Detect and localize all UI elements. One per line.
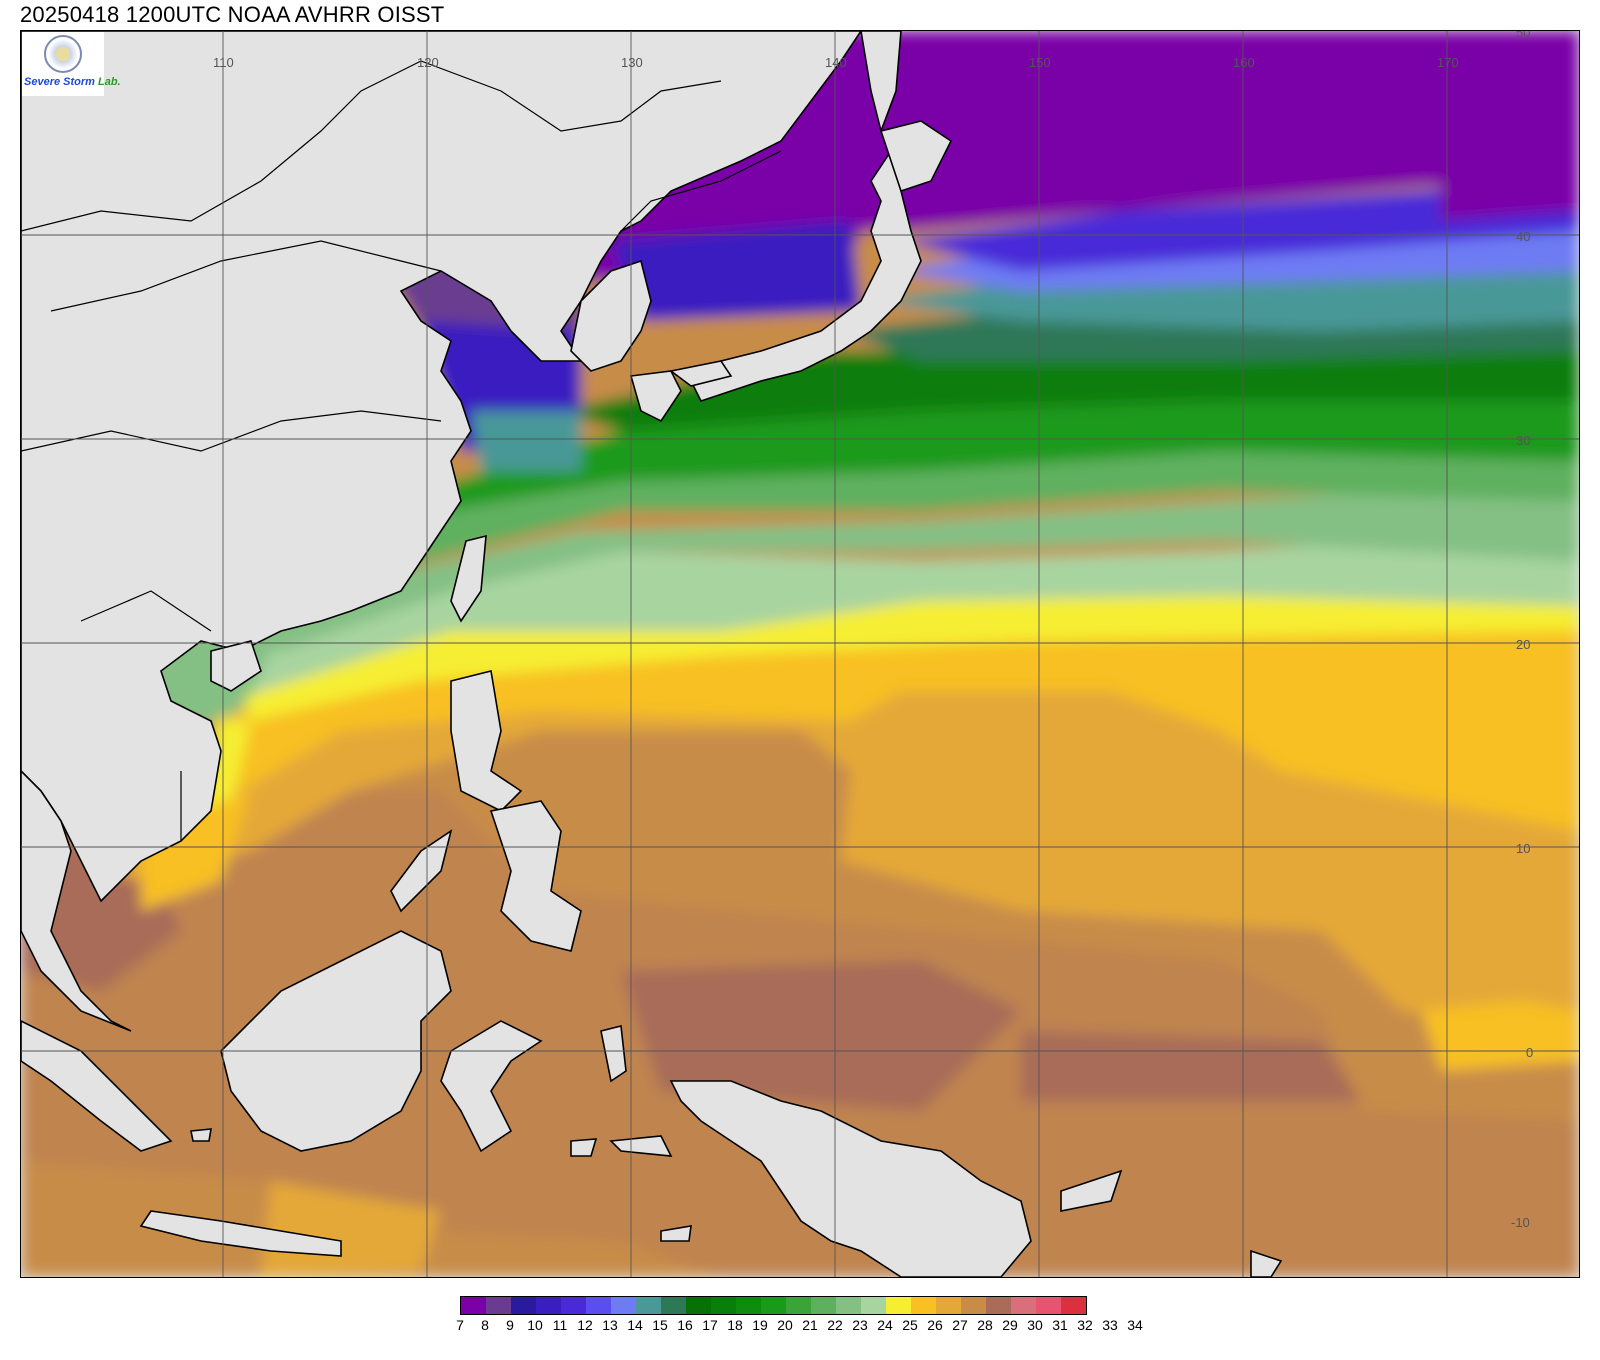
lat-label: 20	[1516, 637, 1530, 652]
borders	[21, 60, 782, 841]
colorbar-swatch	[936, 1297, 961, 1314]
graticule	[21, 31, 1579, 1277]
sst-map: 110 120 130 140 150 160 170 50 40 30 20 …	[20, 30, 1580, 1278]
lat-label: 10	[1516, 841, 1530, 856]
colorbar-tick-label: 28	[977, 1317, 993, 1333]
colorbar-swatch	[861, 1297, 886, 1314]
colorbar-tick-label: 30	[1027, 1317, 1043, 1333]
colorbar-tick-label: 21	[802, 1317, 818, 1333]
colorbar-tick-label: 10	[527, 1317, 543, 1333]
colorbar-tick-label: 9	[506, 1317, 514, 1333]
colorbar-tick-label: 25	[902, 1317, 918, 1333]
lat-label: 30	[1516, 433, 1530, 448]
colorbar-swatch	[611, 1297, 636, 1314]
colorbar-tick-label: 13	[602, 1317, 618, 1333]
lon-label: 110	[213, 55, 234, 70]
colorbar-tick-label: 31	[1052, 1317, 1068, 1333]
colorbar-swatch	[511, 1297, 536, 1314]
colorbar-tick-label: 29	[1002, 1317, 1018, 1333]
temperature-colorbar	[460, 1296, 1087, 1315]
colorbar-swatch	[886, 1297, 911, 1314]
colorbar-tick-label: 14	[627, 1317, 643, 1333]
colorbar-swatch	[711, 1297, 736, 1314]
sst-field	[21, 31, 1579, 1277]
colorbar-tick-label: 17	[702, 1317, 718, 1333]
lon-label: 160	[1233, 55, 1255, 70]
colorbar-tick-label: 33	[1102, 1317, 1118, 1333]
colorbar-tick-label: 20	[777, 1317, 793, 1333]
longitude-labels: 110 120 130 140 150 160 170	[213, 55, 1459, 70]
university-seal-icon	[44, 35, 82, 73]
colorbar-tick-label: 16	[677, 1317, 693, 1333]
colorbar-tick-label: 23	[852, 1317, 868, 1333]
colorbar-swatch	[811, 1297, 836, 1314]
colorbar-swatch	[1036, 1297, 1061, 1314]
colorbar-swatch	[461, 1297, 486, 1314]
colorbar-swatch	[736, 1297, 761, 1314]
colorbar-swatch	[486, 1297, 511, 1314]
colorbar-tick-label: 7	[456, 1317, 464, 1333]
lon-label: 140	[825, 55, 847, 70]
colorbar-tick-label: 32	[1077, 1317, 1093, 1333]
colorbar-labels: 7 8 9 10 11 12 13 14 15 16 17 18 19 20 21 22 23 24 25 26 27 2…	[445, 1317, 1165, 1333]
colorbar-swatch	[586, 1297, 611, 1314]
colorbar-tick-label: 11	[552, 1317, 568, 1333]
lat-label: 0	[1526, 1045, 1533, 1060]
lon-label: 120	[417, 55, 439, 70]
colorbar-swatch	[561, 1297, 586, 1314]
colorbar-swatch	[536, 1297, 561, 1314]
sst-map-canvas: 110 120 130 140 150 160 170 50 40 30 20 …	[21, 31, 1579, 1277]
lon-label: 170	[1437, 55, 1459, 70]
logo-brand: Severe Storm Lab.	[24, 76, 121, 88]
colorbar-swatch	[661, 1297, 686, 1314]
colorbar-swatch	[836, 1297, 861, 1314]
colorbar-tick-label: 26	[927, 1317, 943, 1333]
colorbar-tick-label: 27	[952, 1317, 968, 1333]
colorbar-tick-label: 8	[481, 1317, 489, 1333]
colorbar-swatch	[986, 1297, 1011, 1314]
colorbar-swatch	[786, 1297, 811, 1314]
colorbar-swatch	[1011, 1297, 1036, 1314]
lab-logo: Severe Storm Lab.	[22, 32, 121, 96]
colorbar-swatch	[636, 1297, 661, 1314]
lon-label: 150	[1029, 55, 1051, 70]
colorbar-tick-label: 34	[1127, 1317, 1143, 1333]
colorbar-swatch	[961, 1297, 986, 1314]
lat-label: 40	[1516, 229, 1530, 244]
colorbar-tick-label: 15	[652, 1317, 668, 1333]
colorbar-tick-label: 24	[877, 1317, 893, 1333]
colorbar-tick-label: 22	[827, 1317, 843, 1333]
colorbar-swatch	[686, 1297, 711, 1314]
land	[21, 31, 1283, 1277]
colorbar-tick-label: 12	[577, 1317, 593, 1333]
colorbar-swatch	[1061, 1297, 1086, 1314]
colorbar-swatch	[761, 1297, 786, 1314]
lat-label: -10	[1511, 1215, 1530, 1230]
lon-label: 130	[621, 55, 643, 70]
latitude-labels: 50 40 30 20 10 0 -10	[1511, 31, 1533, 1230]
map-title: 20250418 1200UTC NOAA AVHRR OISST	[20, 2, 445, 27]
colorbar-swatch	[911, 1297, 936, 1314]
colorbar-tick-label: 18	[727, 1317, 743, 1333]
lat-label: 50	[1516, 31, 1530, 40]
colorbar-tick-label: 19	[752, 1317, 768, 1333]
